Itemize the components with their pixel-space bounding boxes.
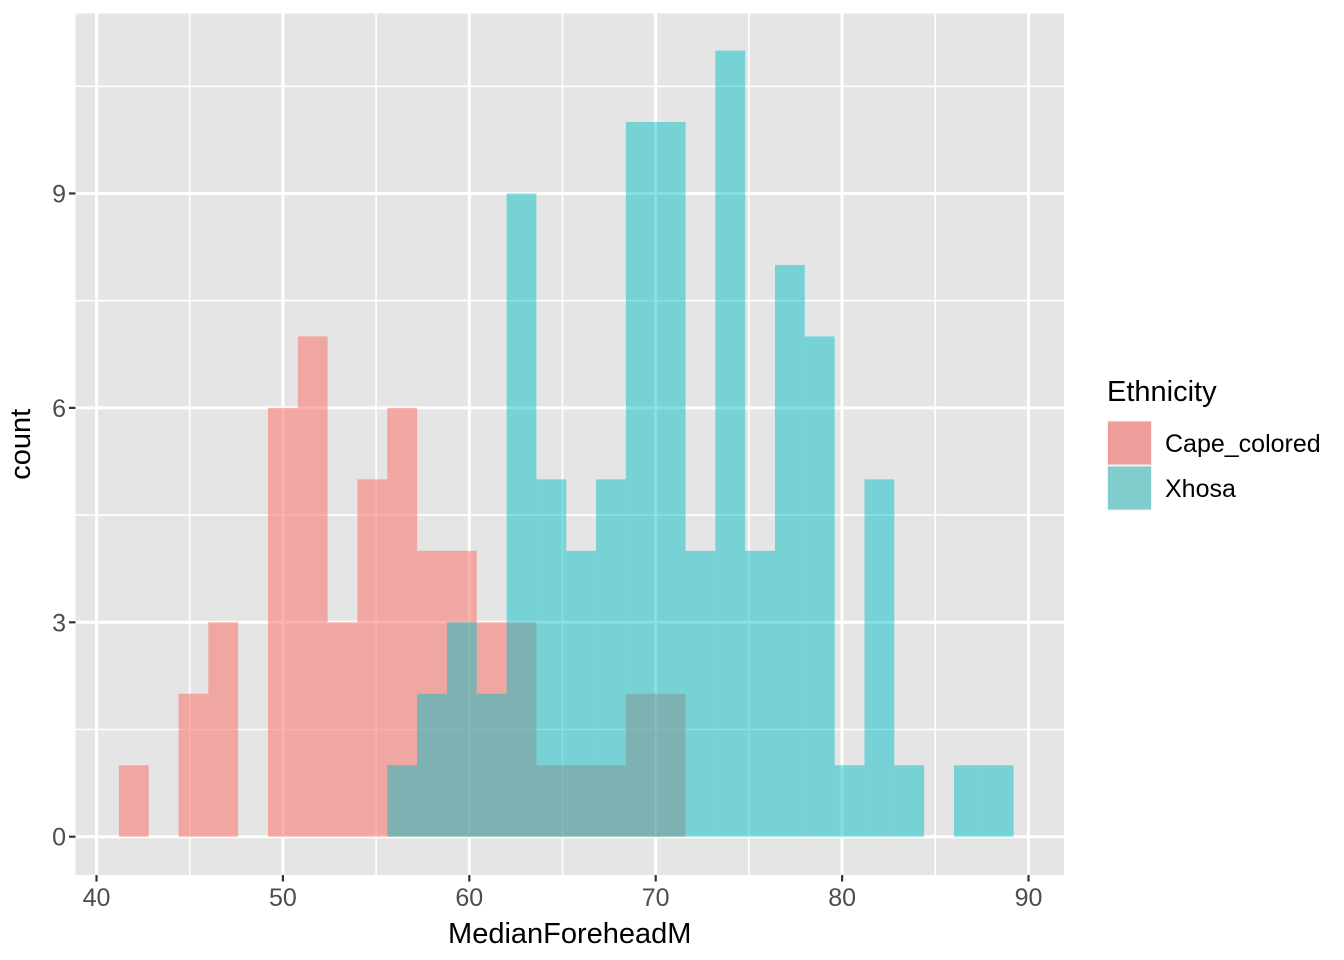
histogram-bar-xhosa — [566, 550, 597, 837]
histogram-bar-cape_colored — [357, 479, 388, 837]
histogram-bar-xhosa — [834, 765, 865, 837]
histogram-bar-xhosa — [506, 193, 537, 837]
histogram-bar-xhosa — [983, 765, 1014, 837]
histogram-bar-xhosa — [894, 765, 925, 837]
x-tick-label: 40 — [83, 884, 111, 912]
legend-title: Ethnicity — [1107, 376, 1217, 408]
x-tick-label: 80 — [828, 884, 856, 912]
histogram-bar-xhosa — [446, 622, 477, 837]
x-tick-label: 70 — [642, 884, 670, 912]
x-tick-label: 50 — [269, 884, 297, 912]
histogram-bar-xhosa — [745, 550, 775, 837]
legend-swatch-xhosa — [1108, 466, 1151, 510]
histogram-bar-xhosa — [476, 693, 507, 837]
axis-labels: 40 50 60 70 80 90 0 3 6 9 MedianForeheadM count — [5, 180, 1042, 950]
y-tick-label: 0 — [52, 824, 66, 852]
histogram-bar-cape_colored — [417, 550, 447, 837]
histogram-bar-xhosa — [655, 122, 686, 837]
y-axis-title: count — [5, 409, 37, 480]
legend: Ethnicity Cape_colored Xhosa — [1107, 376, 1321, 511]
histogram-bar-cape_colored — [566, 765, 597, 837]
histogram-bar-xhosa — [715, 50, 746, 837]
panel-background — [75, 13, 1064, 875]
histogram-bar-cape_colored — [596, 765, 626, 837]
x-axis-title: MedianForeheadM — [448, 918, 691, 950]
histogram-bars — [118, 50, 1014, 837]
histogram-bar-cape_colored — [178, 693, 209, 837]
histogram-bar-xhosa — [685, 550, 716, 837]
histogram-bar-xhosa — [864, 479, 895, 837]
histogram-bar-cape_colored — [476, 622, 507, 837]
histogram-bar-xhosa — [804, 336, 835, 837]
histogram-bar-cape_colored — [118, 765, 149, 837]
plot-panel — [75, 13, 1064, 875]
axis-tick-marks — [69, 192, 1030, 882]
histogram-bar-cape_colored — [655, 693, 686, 837]
histogram-bar-xhosa — [536, 479, 567, 837]
histogram-bar-cape_colored — [506, 622, 537, 837]
legend-swatch-cape_colored — [1108, 421, 1151, 465]
legend-label-cape_colored: Cape_colored — [1165, 430, 1321, 458]
histogram-bar-cape_colored — [536, 765, 567, 837]
histogram-bar-xhosa — [596, 479, 626, 837]
y-tick-label: 3 — [52, 609, 66, 637]
histogram-bar-xhosa — [953, 765, 984, 837]
histogram-bar-cape_colored — [387, 407, 418, 837]
histogram-bar-cape_colored — [446, 550, 477, 837]
histogram-bar-cape_colored — [625, 693, 656, 837]
x-tick-label: 90 — [1015, 884, 1043, 912]
x-tick-label: 60 — [455, 884, 483, 912]
legend-label-xhosa: Xhosa — [1165, 475, 1236, 503]
y-tick-label: 6 — [52, 395, 66, 423]
y-tick-label: 9 — [52, 180, 66, 208]
histogram-bar-cape_colored — [297, 336, 328, 837]
histogram-bar-xhosa — [774, 264, 805, 837]
histogram-bar-xhosa — [417, 693, 447, 837]
histogram-bar-cape_colored — [267, 407, 298, 837]
histogram-bar-xhosa — [625, 122, 656, 837]
histogram-bar-xhosa — [387, 765, 418, 837]
histogram-bar-cape_colored — [208, 622, 239, 837]
histogram-bar-cape_colored — [327, 622, 358, 837]
minor-gridlines — [75, 13, 1064, 875]
